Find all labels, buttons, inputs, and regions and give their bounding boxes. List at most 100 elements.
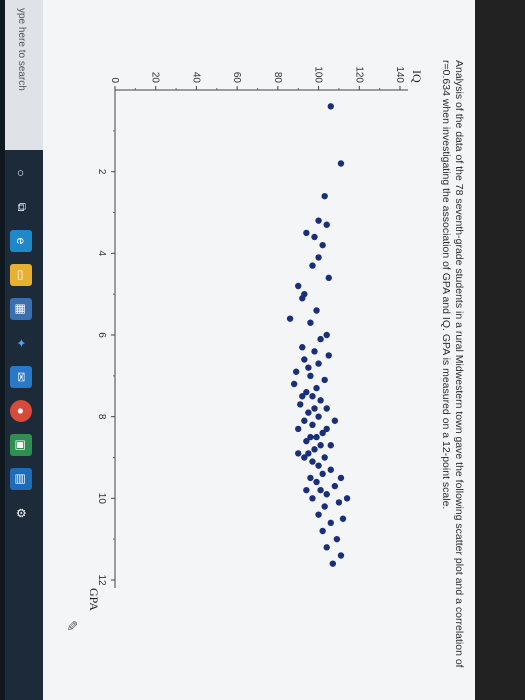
taskbar-search-input[interactable]: ype here to search <box>0 0 43 150</box>
x-tick-label: 6 <box>96 332 107 338</box>
data-point <box>323 491 330 498</box>
data-point <box>311 405 318 412</box>
data-point <box>337 474 345 482</box>
pen-icon[interactable]: ✎ <box>64 620 80 632</box>
y-tick-label: 100 <box>313 66 324 83</box>
data-point <box>317 335 324 343</box>
data-point <box>329 560 337 567</box>
data-point <box>317 442 324 449</box>
x-tick-label: 8 <box>96 414 107 420</box>
data-point <box>319 429 326 437</box>
data-point <box>321 376 328 384</box>
rotated-screen: Analysis of the data of the 78 seventh-g… <box>0 0 475 700</box>
data-point <box>297 401 304 408</box>
data-point <box>315 511 322 518</box>
y-tick-label: 140 <box>394 66 405 83</box>
data-point <box>299 393 306 400</box>
y-tick-label: 60 <box>231 72 242 84</box>
data-point <box>309 458 316 465</box>
data-point <box>333 535 341 543</box>
settings-icon[interactable]: ⚙ <box>14 507 29 519</box>
data-point <box>290 380 298 388</box>
data-point <box>317 486 324 494</box>
data-point <box>313 433 320 441</box>
dropbox-icon[interactable]: ✦ <box>14 337 29 349</box>
app-icon[interactable]: ▣ <box>10 434 33 456</box>
y-tick-label: 0 <box>109 77 120 83</box>
data-point <box>339 515 347 522</box>
search-placeholder: ype here to search <box>16 8 27 91</box>
data-point <box>313 478 320 486</box>
data-point <box>303 437 310 445</box>
search-circle-icon[interactable]: ○ <box>14 169 29 177</box>
data-point <box>315 413 322 420</box>
data-point <box>315 462 322 469</box>
data-point <box>311 233 318 241</box>
data-point <box>323 544 330 551</box>
y-tick-label: 120 <box>353 66 364 83</box>
data-point <box>305 364 312 371</box>
data-point <box>327 466 334 473</box>
problem-description: Analysis of the data of the 78 seventh-g… <box>440 60 465 668</box>
data-point <box>325 274 332 282</box>
data-point <box>315 254 322 261</box>
x-tick-label: 12 <box>96 574 107 586</box>
y-tick-label: 20 <box>150 72 161 84</box>
data-point <box>325 352 332 359</box>
data-point <box>307 433 314 441</box>
file-explorer-icon[interactable]: ▭ <box>10 264 33 286</box>
edge-icon[interactable]: e <box>10 230 33 252</box>
screen-bezel <box>0 0 5 700</box>
data-point <box>323 425 330 433</box>
data-point <box>305 409 312 416</box>
data-point <box>311 348 318 355</box>
data-point <box>313 384 320 392</box>
y-tick-label: 40 <box>190 72 201 84</box>
data-point <box>299 295 306 302</box>
taskbar: ype here to search ○ ⧉ e ▭ ▦ ✦ ✉ ● ▣ ▤ ⚙ <box>0 0 43 700</box>
x-tick-label: 10 <box>96 493 107 505</box>
data-points <box>286 103 351 567</box>
data-point <box>323 221 330 228</box>
data-point <box>309 495 316 502</box>
data-point <box>323 405 330 412</box>
data-point <box>343 495 351 502</box>
data-point <box>327 442 334 449</box>
data-point <box>305 450 312 457</box>
data-point <box>315 217 322 224</box>
data-point <box>309 421 316 429</box>
data-point <box>321 503 328 510</box>
data-point <box>311 446 318 453</box>
data-point <box>327 519 334 527</box>
x-tick-label: 4 <box>96 251 107 257</box>
chrome-icon[interactable]: ● <box>10 400 33 422</box>
data-point <box>292 368 300 375</box>
data-point <box>301 454 308 461</box>
data-point <box>307 474 314 482</box>
data-point <box>303 388 310 396</box>
data-point <box>337 160 345 167</box>
y-tick-label: 80 <box>272 72 283 84</box>
data-point <box>319 470 326 478</box>
store-icon[interactable]: ▦ <box>10 298 33 320</box>
data-point <box>295 425 302 433</box>
data-point <box>335 499 343 506</box>
data-point <box>309 262 316 269</box>
app-icon[interactable]: ▤ <box>10 468 33 490</box>
data-point <box>295 450 302 457</box>
data-point <box>323 331 330 339</box>
mail-icon[interactable]: ✉ <box>10 366 33 388</box>
data-point <box>295 282 302 290</box>
data-point <box>299 344 306 351</box>
data-point <box>313 307 320 314</box>
data-point <box>331 482 339 490</box>
data-point <box>307 372 314 380</box>
x-axis-label: GPA <box>87 588 101 611</box>
data-point <box>315 360 322 367</box>
data-point <box>309 393 316 400</box>
task-view-icon[interactable]: ⧉ <box>15 202 29 212</box>
data-point <box>321 454 328 461</box>
data-point <box>319 241 326 249</box>
